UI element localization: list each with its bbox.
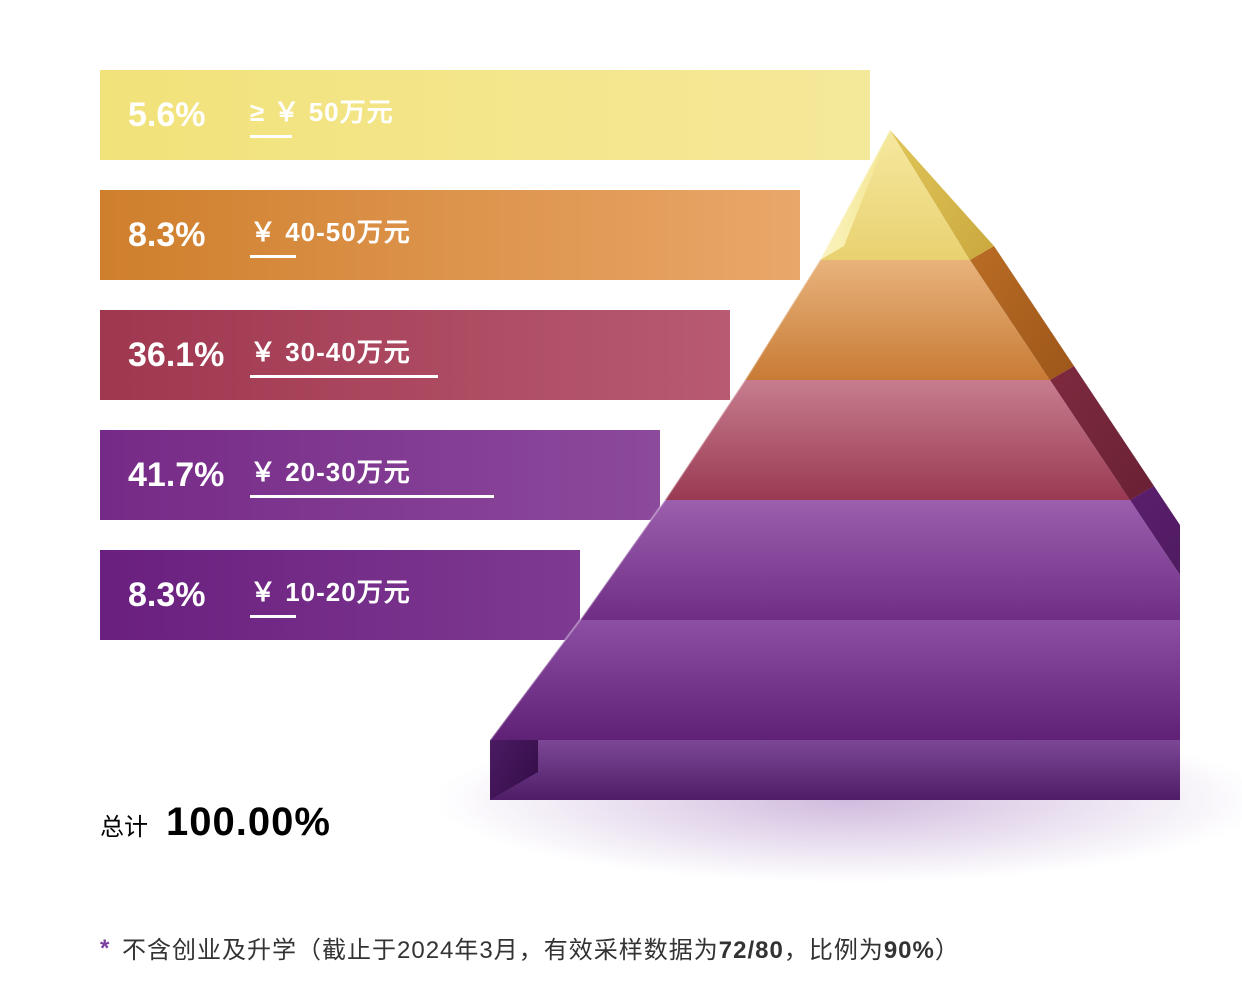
pyramid-shadow: [400, 710, 1242, 890]
tier-label-4: ￥ 10-20万元: [250, 572, 411, 609]
tier-bar-1: 8.3% ￥ 40-50万元: [100, 190, 800, 280]
tier-label-0: ≥ ￥ 50万元: [250, 92, 394, 129]
tier-4-top: [580, 606, 1180, 620]
tier-underline-1: [250, 255, 296, 258]
tier-underline-0: [250, 135, 292, 138]
tier-label-wrap-3: ￥ 20-30万元: [250, 452, 494, 498]
tier-3-right: [1130, 486, 1180, 620]
total-value: 100.00%: [166, 800, 331, 845]
tier-bar-4: 8.3% ￥ 10-20万元: [100, 550, 580, 640]
tier-2-front: [665, 380, 1130, 500]
tier-bar-0: 5.6% ≥ ￥ 50万元: [100, 70, 870, 160]
tier-bar-3: 41.7% ￥ 20-30万元: [100, 430, 660, 520]
tier-3-top: [665, 486, 1154, 500]
tier-label-2: ￥ 30-40万元: [250, 332, 438, 369]
pyramid-chart: 5.6% ≥ ￥ 50万元 8.3% ￥ 40-50万元 36.1% ￥ 30-40万元 4…: [100, 60, 1180, 780]
tier-label-wrap-4: ￥ 10-20万元: [250, 572, 411, 618]
tier-2-top: [745, 366, 1074, 380]
tier-label-3: ￥ 20-30万元: [250, 452, 494, 489]
tier-bar-2: 36.1% ￥ 30-40万元: [100, 310, 730, 400]
footnote-asterisk: *: [100, 935, 110, 962]
footnote-bold-2: 90%: [884, 937, 935, 964]
tier-underline-3: [250, 495, 494, 498]
tier-4-front: [490, 620, 1180, 740]
tier-label-wrap-0: ≥ ￥ 50万元: [250, 92, 394, 138]
tier-label-wrap-2: ￥ 30-40万元: [250, 332, 438, 378]
tier-pct-2: 36.1%: [100, 336, 240, 375]
tier-underline-4: [250, 615, 296, 618]
tier-1-top: [820, 246, 994, 260]
tier-pct-0: 5.6%: [100, 96, 240, 135]
base-top: [490, 712, 1180, 740]
tier-label-1: ￥ 40-50万元: [250, 212, 411, 249]
tier-3-front: [580, 500, 1180, 620]
footnote-text-1: 不含创业及升学（截止于2024年3月，有效采样数据为: [122, 937, 719, 964]
footnote-text-3: ）: [935, 937, 960, 964]
tier-pct-1: 8.3%: [100, 216, 240, 255]
tier-pct-3: 41.7%: [100, 456, 240, 495]
tier-underline-2: [250, 375, 438, 378]
tier-2-right: [1050, 366, 1154, 500]
footnote: * 不含创业及升学（截止于2024年3月，有效采样数据为72/80，比例为90%…: [100, 930, 960, 965]
total-row: 总计 100.00%: [100, 800, 331, 845]
tier-label-wrap-1: ￥ 40-50万元: [250, 212, 411, 258]
base-left: [490, 712, 538, 800]
total-label: 总计: [100, 807, 148, 842]
base-front: [490, 740, 1180, 800]
footnote-bold-1: 72/80: [719, 937, 784, 964]
tier-pct-4: 8.3%: [100, 576, 240, 615]
footnote-text-2: ，比例为: [784, 937, 884, 964]
tier-1-right: [970, 246, 1074, 380]
tier-0-right: [890, 130, 994, 260]
